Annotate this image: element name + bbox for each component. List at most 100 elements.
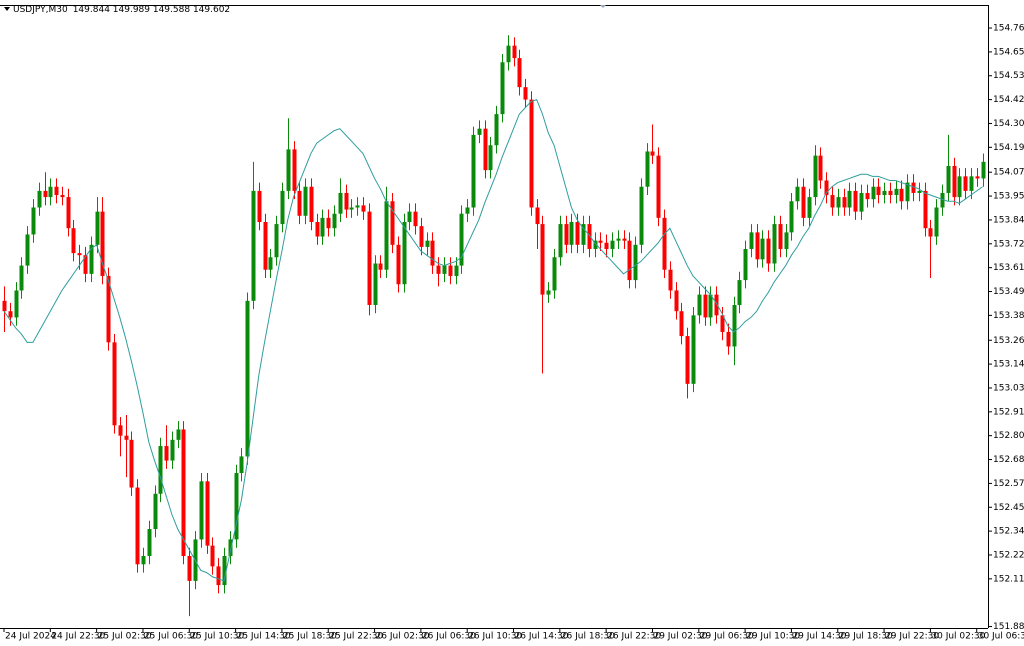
y-tick-label: 154.650 — [993, 47, 1024, 57]
candle-body — [54, 186, 59, 196]
candle-body — [187, 556, 192, 581]
candle-body — [743, 248, 748, 281]
candle-body — [286, 149, 291, 191]
candle-body — [483, 128, 488, 171]
candle-body — [141, 556, 146, 565]
candle-body — [326, 217, 331, 229]
candle-body — [205, 481, 210, 546]
x-tick-label: 29 Jul 22:30 — [885, 632, 939, 642]
x-tick-label: 29 Jul 14:30 — [792, 632, 846, 642]
candle-body — [245, 300, 250, 457]
candle-body — [332, 213, 337, 229]
x-tick-label: 25 Jul 22:30 — [329, 632, 383, 642]
moving-average — [3, 98, 983, 582]
candle-body — [263, 222, 268, 270]
candle-body — [459, 213, 464, 266]
candle-body — [210, 545, 215, 567]
candle-body — [181, 429, 186, 557]
candle-body — [494, 114, 499, 146]
x-tick-label: 30 Jul 02:30 — [931, 632, 985, 642]
y-tick-label: 154.070 — [993, 168, 1024, 178]
candle-body — [216, 566, 221, 586]
x-tick-label: 24 Jul 2024 — [5, 632, 56, 642]
x-tick-label: 29 Jul 18:30 — [839, 632, 893, 642]
x-tick-label: 26 Jul 22:30 — [607, 632, 661, 642]
candle-body — [309, 186, 314, 223]
candle-body — [679, 311, 684, 337]
candle-body — [899, 188, 904, 202]
candle-body — [842, 197, 847, 208]
candle-body — [31, 207, 36, 235]
candle-body — [674, 290, 679, 312]
candle-body — [656, 155, 661, 218]
candle-body — [876, 186, 881, 196]
candle-body — [952, 165, 957, 198]
candle-body — [981, 161, 986, 179]
candle-body — [60, 195, 65, 198]
candle-body — [535, 207, 540, 225]
candle-body — [222, 556, 227, 586]
candle-body — [164, 446, 169, 461]
candle-body — [859, 192, 864, 212]
candle-body — [506, 45, 511, 63]
candle-body — [714, 294, 719, 316]
candle-body — [112, 342, 117, 426]
candle-body — [25, 234, 30, 266]
candle-body — [778, 224, 783, 249]
candle-body — [349, 207, 354, 210]
candle-body — [587, 224, 592, 249]
y-tick-label: 154.765 — [993, 24, 1024, 34]
candle-body — [934, 207, 939, 237]
candle-body — [268, 257, 273, 270]
candle-body — [940, 192, 945, 208]
y-tick-label: 154.305 — [993, 119, 1024, 129]
candle-body — [280, 190, 285, 225]
candle-body — [917, 190, 922, 193]
candle-body — [691, 315, 696, 384]
candle-body — [957, 176, 962, 198]
y-tick-label: 152.225 — [993, 550, 1024, 560]
candle-body — [338, 192, 343, 214]
candle-body — [923, 190, 928, 229]
x-tick-label: 26 Jul 10:30 — [468, 632, 522, 642]
y-tick-label: 154.190 — [993, 143, 1024, 153]
candle-body — [48, 186, 53, 198]
y-tick-label: 153.380 — [993, 311, 1024, 321]
y-tick-label: 152.340 — [993, 527, 1024, 537]
candle-body — [100, 211, 105, 276]
candle-body — [888, 190, 893, 196]
candle-body — [894, 188, 899, 196]
x-tick-label: 24 Jul 22:30 — [51, 632, 105, 642]
symbol-title: USDJPY,M30 — [13, 5, 68, 15]
candle-body — [448, 265, 453, 276]
x-tick-label: 26 Jul 02:30 — [376, 632, 430, 642]
y-tick-label: 152.455 — [993, 503, 1024, 513]
candle-body — [627, 240, 632, 281]
y-tick-label: 152.570 — [993, 479, 1024, 489]
x-tick-label: 30 Jul 06:30 — [978, 632, 1024, 642]
x-tick-label: 25 Jul 06:30 — [144, 632, 198, 642]
y-tick-label: 154.420 — [993, 95, 1024, 105]
candle-body — [581, 224, 586, 245]
candle-body — [593, 240, 598, 249]
candle-body — [419, 226, 424, 247]
candle-body — [170, 439, 175, 461]
candle-body — [257, 190, 262, 223]
candle-body — [500, 62, 505, 115]
candle-body — [946, 165, 951, 193]
candle-body — [367, 211, 372, 305]
candle-body — [465, 207, 470, 214]
candle-body — [355, 205, 360, 208]
candle-body — [818, 155, 823, 181]
candle-body — [529, 99, 534, 208]
y-tick-label: 152.915 — [993, 407, 1024, 417]
candle-body — [598, 240, 603, 243]
candle-body — [239, 456, 244, 474]
x-tick-label: 26 Jul 18:30 — [561, 632, 615, 642]
x-tick-label: 25 Jul 18:30 — [283, 632, 337, 642]
candle-body — [430, 240, 435, 266]
candle-body — [569, 222, 574, 245]
candle-body — [697, 294, 702, 316]
